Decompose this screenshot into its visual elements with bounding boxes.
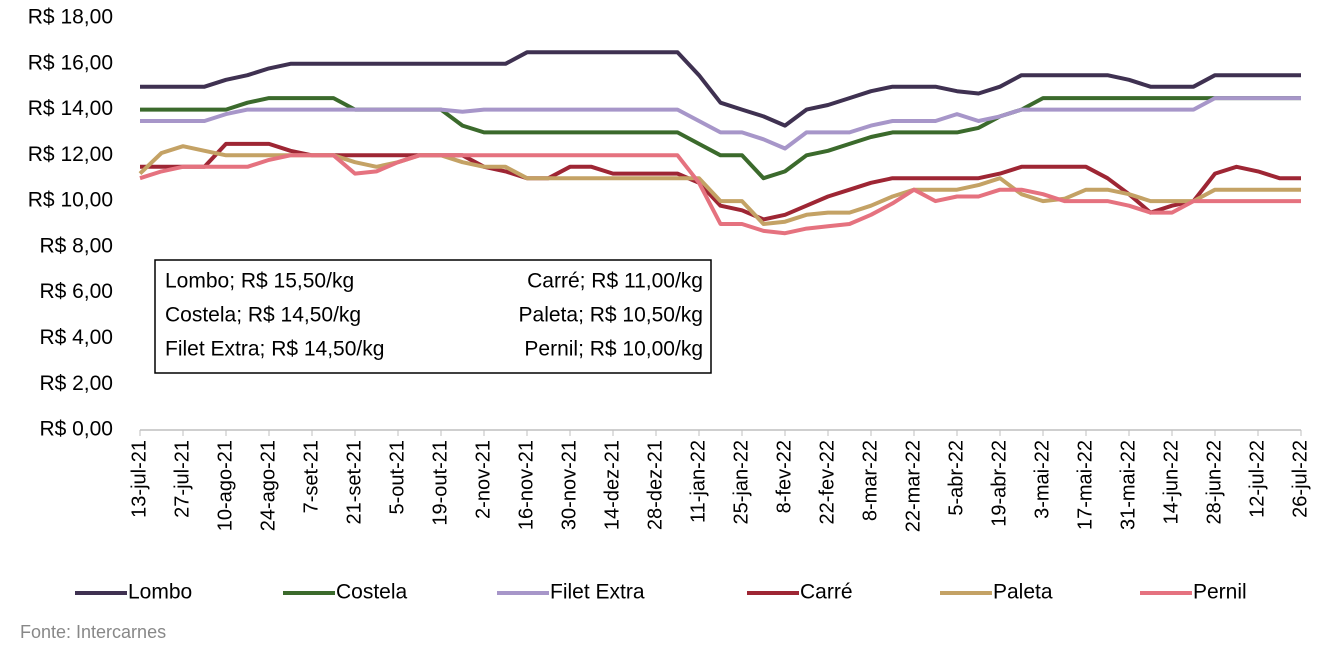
x-tick-label: 28-dez-21 (644, 440, 666, 530)
series-line (138, 144, 1301, 226)
x-tick-label: 19-out-21 (429, 440, 451, 526)
x-tick-label: 11-jan-22 (687, 440, 709, 523)
x-tick-label: 2-nov-21 (472, 440, 494, 519)
x-tick-label: 13-jul-21 (128, 440, 150, 518)
y-tick-label: R$ 14,00 (28, 97, 113, 120)
x-tick-label: 17-mai-22 (1074, 440, 1096, 530)
series-line (140, 50, 1301, 128)
x-tick-label: 28-jun-22 (1203, 440, 1225, 525)
y-tick-label: R$ 16,00 (28, 51, 113, 74)
x-tick-label: 5-out-21 (386, 440, 408, 515)
x-tick-label: 26-jul-22 (1289, 440, 1311, 518)
x-tick-label: 31-mai-22 (1117, 440, 1139, 530)
legend-label: Pernil (1193, 581, 1247, 604)
x-tick-label: 25-jan-22 (730, 440, 752, 525)
annotation: Pernil; R$ 10,00/kg (524, 338, 703, 361)
x-tick-label: 7-set-21 (300, 440, 322, 513)
annotation: Paleta; R$ 10,50/kg (519, 304, 703, 327)
legend-label: Costela (336, 581, 408, 604)
legend-label: Filet Extra (550, 581, 645, 604)
y-tick-label: R$ 0,00 (39, 418, 113, 441)
x-tick-label: 16-nov-21 (515, 440, 537, 530)
annotation: Carré; R$ 11,00/kg (527, 270, 703, 293)
x-tick-label: 14-dez-21 (601, 440, 623, 530)
annotation-box (154, 259, 712, 374)
legend-label: Paleta (993, 581, 1053, 604)
x-tick-label: 27-jul-21 (171, 440, 193, 518)
annotation: Filet Extra; R$ 14,50/kg (165, 338, 384, 361)
x-tick-label: 3-mai-22 (1031, 440, 1053, 519)
x-tick-label: 8-mar-22 (859, 440, 881, 521)
x-tick-label: 22-fev-22 (816, 440, 838, 525)
annotation: Lombo; R$ 15,50/kg (165, 270, 354, 293)
x-tick-label: 24-ago-21 (257, 440, 279, 531)
y-tick-label: R$ 8,00 (39, 234, 113, 257)
y-tick-label: R$ 18,00 (28, 6, 113, 29)
x-tick-label: 12-jul-22 (1246, 440, 1268, 518)
y-tick-label: R$ 2,00 (39, 372, 113, 395)
x-tick-label: 30-nov-21 (558, 440, 580, 530)
x-tick-label: 22-mar-22 (902, 440, 924, 532)
x-tick-label: 19-abr-22 (988, 440, 1010, 527)
annotation: Costela; R$ 14,50/kg (165, 304, 361, 327)
x-tick-label: 5-abr-22 (945, 440, 967, 516)
series-line (139, 153, 1301, 236)
series-line (140, 96, 1301, 181)
y-tick-label: R$ 12,00 (28, 143, 113, 166)
x-tick-label: 14-jun-22 (1160, 440, 1182, 525)
x-tick-label: 10-ago-21 (214, 440, 236, 531)
y-tick-label: R$ 6,00 (39, 280, 113, 303)
y-tick-label: R$ 4,00 (39, 326, 113, 349)
legend-label: Carré (800, 581, 853, 604)
series-line (140, 96, 1301, 151)
x-tick-label: 8-fev-22 (773, 440, 795, 513)
y-tick-label: R$ 10,00 (28, 189, 113, 212)
x-tick-label: 21-set-21 (343, 440, 365, 525)
legend-label: Lombo (128, 581, 192, 604)
source: Fonte: Intercarnes (20, 622, 166, 642)
